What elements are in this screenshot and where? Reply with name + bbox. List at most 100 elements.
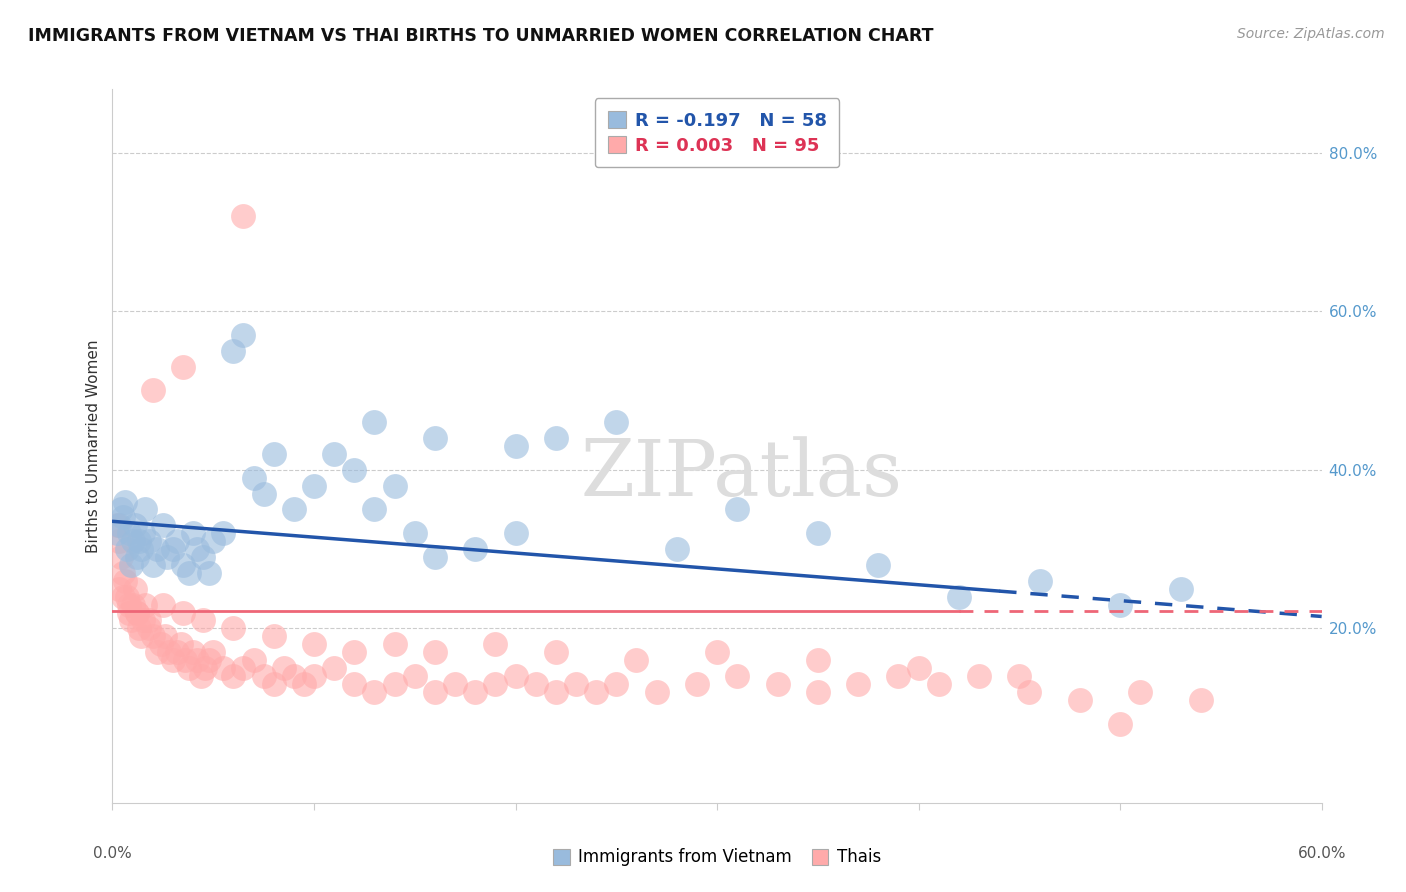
Point	[110, 549, 132, 564]
Y-axis label: Births to Unmarried Women: Births to Unmarried Women	[86, 339, 101, 553]
Point	[605, 415, 627, 429]
Point	[115, 590, 138, 604]
Point	[1109, 716, 1132, 731]
Text: Source: ZipAtlas.com: Source: ZipAtlas.com	[1237, 27, 1385, 41]
Point	[263, 447, 285, 461]
Text: 60.0%: 60.0%	[1298, 847, 1346, 862]
Point	[117, 526, 139, 541]
Point	[125, 606, 148, 620]
Point	[253, 669, 276, 683]
Point	[114, 494, 136, 508]
Point	[283, 502, 305, 516]
Point	[149, 637, 172, 651]
Point	[124, 582, 146, 596]
Point	[232, 661, 254, 675]
Point	[263, 677, 285, 691]
Point	[292, 677, 315, 691]
Point	[1028, 574, 1050, 588]
Point	[1008, 669, 1031, 683]
Point	[172, 359, 194, 374]
Point	[111, 510, 134, 524]
Point	[544, 645, 567, 659]
Point	[725, 502, 748, 516]
Point	[202, 534, 225, 549]
Point	[194, 661, 217, 675]
Point	[323, 661, 346, 675]
Point	[132, 526, 155, 541]
Point	[170, 637, 193, 651]
Point	[107, 582, 129, 596]
Point	[191, 549, 214, 564]
Text: 0.0%: 0.0%	[93, 847, 132, 862]
Point	[107, 534, 129, 549]
Point	[423, 645, 446, 659]
Point	[111, 590, 134, 604]
Point	[302, 478, 325, 492]
Point	[222, 621, 245, 635]
Point	[423, 685, 446, 699]
Point	[121, 534, 143, 549]
Point	[363, 415, 385, 429]
Point	[273, 661, 295, 675]
Point	[152, 518, 174, 533]
Point	[177, 566, 200, 580]
Point	[363, 502, 385, 516]
Point	[212, 526, 235, 541]
Point	[212, 661, 235, 675]
Point	[363, 685, 385, 699]
Point	[222, 669, 245, 683]
Point	[146, 645, 169, 659]
Text: IMMIGRANTS FROM VIETNAM VS THAI BIRTHS TO UNMARRIED WOMEN CORRELATION CHART: IMMIGRANTS FROM VIETNAM VS THAI BIRTHS T…	[28, 27, 934, 45]
Point	[1018, 685, 1040, 699]
Point	[807, 685, 830, 699]
Point	[232, 328, 254, 343]
Point	[686, 677, 709, 691]
Point	[725, 669, 748, 683]
Point	[125, 606, 148, 620]
Point	[177, 661, 200, 675]
Point	[134, 502, 156, 516]
Point	[117, 606, 139, 620]
Point	[907, 661, 929, 675]
Point	[605, 677, 627, 691]
Point	[181, 526, 204, 541]
Point	[283, 669, 305, 683]
Point	[120, 614, 142, 628]
Point	[186, 542, 208, 557]
Point	[505, 439, 527, 453]
Point	[142, 558, 165, 572]
Point	[166, 534, 188, 549]
Point	[232, 209, 254, 223]
Point	[157, 645, 180, 659]
Point	[384, 478, 406, 492]
Point	[404, 526, 426, 541]
Point	[665, 542, 688, 557]
Point	[105, 526, 128, 541]
Point	[343, 463, 366, 477]
Point	[114, 574, 136, 588]
Point	[505, 526, 527, 541]
Point	[222, 343, 245, 358]
Point	[423, 549, 446, 564]
Point	[138, 534, 160, 549]
Point	[172, 558, 194, 572]
Point	[142, 384, 165, 398]
Point	[153, 629, 176, 643]
Point	[626, 653, 648, 667]
Point	[967, 669, 990, 683]
Point	[125, 549, 148, 564]
Point	[544, 685, 567, 699]
Point	[404, 669, 426, 683]
Point	[846, 677, 869, 691]
Point	[129, 629, 152, 643]
Point	[115, 542, 138, 557]
Point	[202, 645, 225, 659]
Point	[191, 614, 214, 628]
Point	[242, 653, 264, 667]
Point	[505, 669, 527, 683]
Point	[484, 677, 506, 691]
Point	[107, 518, 129, 533]
Point	[1170, 582, 1192, 596]
Point	[1069, 692, 1091, 706]
Point	[117, 598, 139, 612]
